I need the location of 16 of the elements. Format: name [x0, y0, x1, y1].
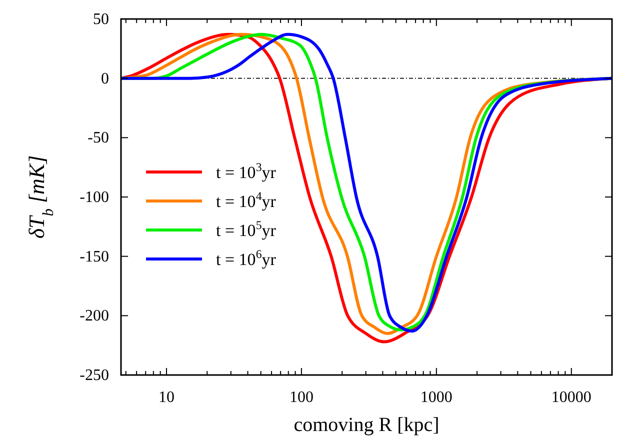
y-tick-label: -100 [80, 189, 109, 206]
x-tick-label: 10000 [551, 389, 592, 406]
legend-label: t = 10$^{5}$yr [216, 218, 276, 240]
x-tick-label: 100 [289, 389, 314, 406]
legend-label: t = 10$^{3}$yr [216, 160, 276, 182]
x-tick-label: 1000 [420, 389, 452, 406]
x-axis-title: comoving R [kpc] [294, 414, 440, 436]
y-tick-label: 50 [93, 11, 109, 28]
y-tick-label: -250 [80, 367, 109, 384]
y-tick-label: -200 [80, 308, 109, 325]
y-tick-label: -150 [80, 248, 109, 266]
y-tick-label: -50 [88, 130, 109, 147]
legend-label: t = 10$^{6}$yr [216, 247, 276, 269]
y-tick-label: 0 [101, 70, 109, 88]
x-tick-label: 10 [158, 389, 175, 406]
legend-label: t = 10$^{4}$yr [216, 189, 276, 211]
